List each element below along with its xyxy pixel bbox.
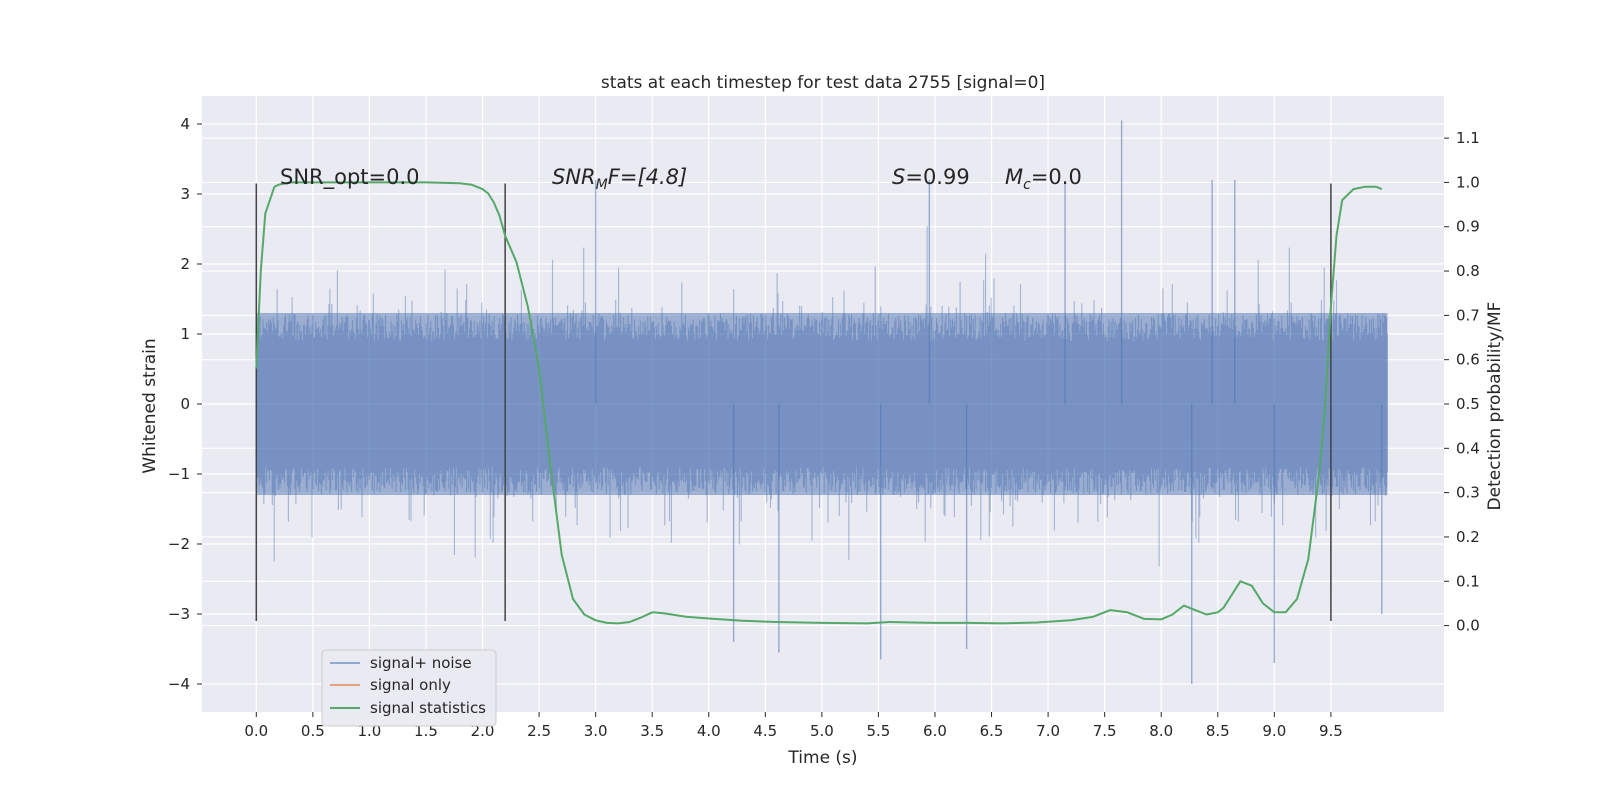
y-tick-label: −1 <box>168 465 190 483</box>
statistics-line <box>255 181 1383 625</box>
vertical-markers <box>255 183 1332 621</box>
legend-label-signal-only: signal only <box>370 676 451 694</box>
x-tick-label: 6.0 <box>923 722 947 740</box>
x-tick-label: 3.0 <box>584 722 608 740</box>
x-tick-label: 9.0 <box>1262 722 1286 740</box>
x-tick-label: 2.5 <box>527 722 551 740</box>
y-ticks: 4 3 2 1 0 −1 −2 −3 −4 <box>168 115 202 693</box>
x-tick-label: 3.5 <box>640 722 664 740</box>
x-tick-label: 6.5 <box>980 722 1004 740</box>
annotation-mc: Mc=0.0 <box>1005 165 1082 193</box>
x-axis-title: Time (s) <box>787 748 857 768</box>
y2-ticks: 1.1 1.0 0.9 0.8 0.7 0.6 0.5 0.4 0.3 0.2 0.1 0.0 <box>1444 129 1480 635</box>
y2-tick-label: 0.0 <box>1456 617 1480 635</box>
annotation-s: S=0.99 <box>892 165 970 189</box>
x-tick-label: 0.5 <box>301 722 325 740</box>
y-tick-label: −3 <box>168 605 190 623</box>
y2-tick-label: 0.9 <box>1456 218 1480 236</box>
y2-tick-label: 0.5 <box>1456 395 1480 413</box>
annotation-snr-mf: SNRMF=[4.8] <box>552 165 687 193</box>
x-tick-label: 7.5 <box>1093 722 1117 740</box>
y2-tick-label: 0.4 <box>1456 439 1480 457</box>
y2-tick-label: 1.1 <box>1456 129 1480 147</box>
x-tick-label: 4.0 <box>697 722 721 740</box>
y2-tick-label: 0.6 <box>1456 351 1480 369</box>
legend-label-signal-statistics: signal statistics <box>370 699 486 717</box>
y-tick-label: −2 <box>168 535 190 553</box>
legend-label-signal-noise: signal+ noise <box>370 654 472 672</box>
noise-series <box>255 120 1388 684</box>
y-tick-label: 3 <box>180 185 190 203</box>
y2-tick-label: 0.8 <box>1456 262 1480 280</box>
x-tick-label: 4.5 <box>753 722 777 740</box>
x-tick-label: 9.5 <box>1319 722 1343 740</box>
x-tick-label: 5.0 <box>810 722 834 740</box>
y2-tick-label: 0.1 <box>1456 572 1480 590</box>
y2-axis-title: Detection probability/MF <box>1485 302 1505 511</box>
annotation-snr-opt: SNR_opt=0.0 <box>280 165 420 190</box>
y2-tick-label: 0.3 <box>1456 484 1480 502</box>
y-tick-label: 4 <box>180 115 190 133</box>
y-tick-label: 2 <box>180 255 190 273</box>
x-tick-label: 5.5 <box>866 722 890 740</box>
x-tick-label: 8.0 <box>1149 722 1173 740</box>
y-tick-label: 0 <box>180 395 190 413</box>
y2-tick-label: 0.2 <box>1456 528 1480 546</box>
y-tick-label: −4 <box>168 675 190 693</box>
y-axis-title: Whitened strain <box>140 338 160 473</box>
legend: signal+ noise signal only signal statist… <box>321 649 497 727</box>
statistics-series <box>255 181 1383 625</box>
y-tick-label: 1 <box>180 325 190 343</box>
legend-box <box>321 649 497 727</box>
x-tick-label: 0.0 <box>244 722 268 740</box>
x-tick-label: 8.5 <box>1206 722 1230 740</box>
y2-tick-label: 1.0 <box>1456 173 1480 191</box>
chart-title: stats at each timestep for test data 275… <box>601 73 1045 93</box>
x-tick-label: 7.0 <box>1036 722 1060 740</box>
x-ticks: 0.0 0.5 1.0 1.5 2.0 2.5 3.0 3.5 4.0 4.5 5.0 5.5 6.0 6… <box>244 712 1343 740</box>
y2-tick-label: 0.7 <box>1456 306 1480 324</box>
noise-band <box>256 313 1388 495</box>
